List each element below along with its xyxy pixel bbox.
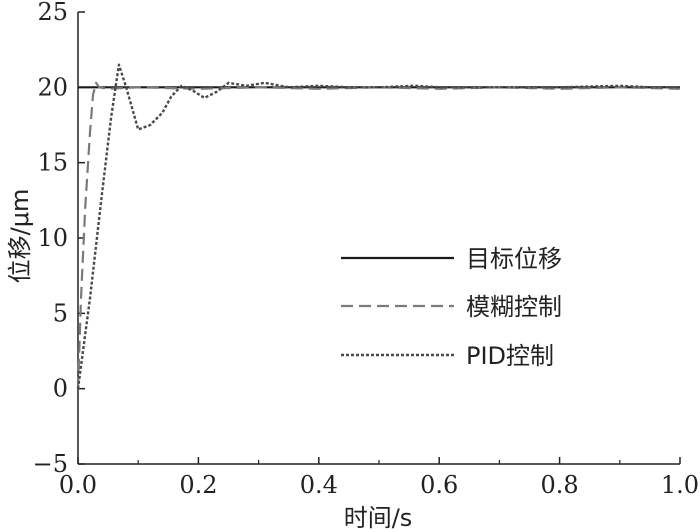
x-tick-label: 1.0	[661, 471, 699, 499]
x-tick-label: 0.4	[300, 471, 338, 499]
y-tick-label: 5	[53, 299, 68, 327]
legend-label-1: 模糊控制	[466, 293, 562, 321]
legend-label-2: PID控制	[466, 342, 554, 370]
y-tick-label: 10	[37, 224, 68, 252]
series-line-1	[76, 81, 681, 389]
x-tick-label: 0.0	[59, 471, 97, 499]
y-tick-label: 25	[37, 0, 68, 26]
tick-labels: 0.0 0.2 0.4 0.6 0.8 1.0 25 20 15 10 5 0 −5	[33, 0, 699, 499]
x-tick-label: 0.8	[541, 471, 579, 499]
series-layer	[76, 63, 681, 389]
tick-marks	[77, 11, 681, 465]
y-tick-label: −5	[33, 450, 68, 478]
y-tick-label: 20	[37, 73, 68, 101]
legend-label-0: 目标位移	[466, 245, 562, 273]
series-line-2	[76, 63, 680, 389]
axes	[77, 12, 680, 465]
y-axis-title: 位移/μm	[6, 189, 34, 284]
x-tick-label: 0.2	[179, 471, 217, 499]
y-tick-label: 0	[53, 375, 68, 403]
x-axis-title: 时间/s	[344, 504, 413, 532]
x-tick-label: 0.6	[420, 471, 458, 499]
y-tick-label: 15	[37, 149, 68, 177]
